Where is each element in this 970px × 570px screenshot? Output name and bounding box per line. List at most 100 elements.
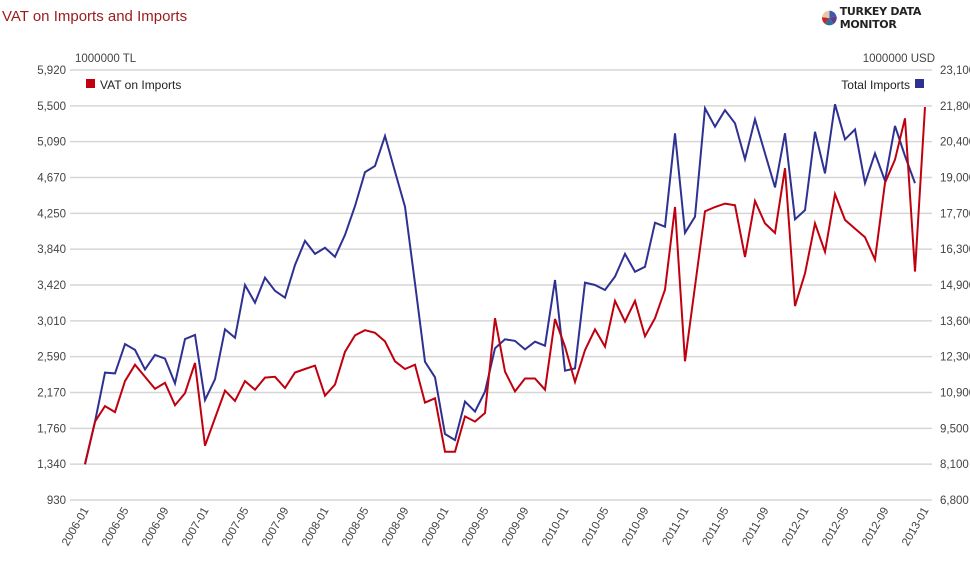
imports-point[interactable] [373, 164, 377, 168]
vat-point[interactable] [93, 420, 97, 424]
imports-point[interactable] [803, 208, 807, 212]
imports-point[interactable] [183, 337, 187, 341]
vat-point[interactable] [853, 227, 857, 231]
vat-point[interactable] [813, 221, 817, 225]
vat-point[interactable] [493, 316, 497, 320]
imports-point[interactable] [743, 157, 747, 161]
vat-point[interactable] [143, 375, 147, 379]
imports-point[interactable] [263, 276, 267, 280]
imports-point[interactable] [793, 217, 797, 221]
vat-point[interactable] [753, 199, 757, 203]
vat-point[interactable] [703, 209, 707, 213]
imports-point[interactable] [393, 170, 397, 174]
vat-point[interactable] [893, 158, 897, 162]
vat-point[interactable] [243, 379, 247, 383]
imports-point[interactable] [233, 336, 237, 340]
imports-point[interactable] [753, 117, 757, 121]
vat-point[interactable] [733, 203, 737, 207]
vat-point[interactable] [613, 299, 617, 303]
imports-point[interactable] [593, 283, 597, 287]
vat-point[interactable] [883, 181, 887, 185]
vat-point[interactable] [623, 320, 627, 324]
vat-point[interactable] [193, 361, 197, 365]
vat-point[interactable] [503, 370, 507, 374]
vat-point[interactable] [583, 348, 587, 352]
vat-point[interactable] [473, 420, 477, 424]
vat-point[interactable] [373, 331, 377, 335]
imports-point[interactable] [333, 255, 337, 259]
vat-point[interactable] [653, 316, 657, 320]
vat-point[interactable] [913, 270, 917, 274]
vat-point[interactable] [783, 166, 787, 170]
imports-point[interactable] [173, 381, 177, 385]
vat-point[interactable] [313, 364, 317, 368]
legend-imports[interactable]: Total Imports [841, 78, 924, 92]
imports-point[interactable] [613, 275, 617, 279]
vat-point[interactable] [363, 328, 367, 332]
imports-point[interactable] [153, 353, 157, 357]
vat-point[interactable] [563, 345, 567, 349]
imports-point[interactable] [243, 283, 247, 287]
imports-point[interactable] [563, 369, 567, 373]
imports-point[interactable] [703, 106, 707, 110]
vat-point[interactable] [303, 367, 307, 371]
imports-point[interactable] [193, 333, 197, 337]
imports-point[interactable] [773, 185, 777, 189]
imports-point[interactable] [353, 204, 357, 208]
imports-point[interactable] [133, 348, 137, 352]
imports-point[interactable] [623, 252, 627, 256]
imports-point[interactable] [433, 375, 437, 379]
imports-point[interactable] [123, 342, 127, 346]
vat-point[interactable] [293, 371, 297, 375]
imports-point[interactable] [103, 371, 107, 375]
vat-point[interactable] [713, 205, 717, 209]
vat-point[interactable] [443, 450, 447, 454]
imports-point[interactable] [843, 137, 847, 141]
imports-point[interactable] [783, 131, 787, 135]
vat-point[interactable] [323, 394, 327, 398]
imports-point[interactable] [633, 270, 637, 274]
vat-point[interactable] [803, 271, 807, 275]
vat-point[interactable] [123, 379, 127, 383]
vat-point[interactable] [683, 359, 687, 363]
imports-point[interactable] [513, 339, 517, 343]
vat-point[interactable] [393, 359, 397, 363]
vat-point[interactable] [763, 221, 767, 225]
imports-point[interactable] [733, 121, 737, 125]
vat-point[interactable] [793, 304, 797, 308]
vat-point[interactable] [693, 284, 697, 288]
legend-vat[interactable]: VAT on Imports [86, 78, 181, 92]
vat-point[interactable] [673, 205, 677, 209]
vat-point[interactable] [573, 380, 577, 384]
imports-point[interactable] [913, 181, 917, 185]
imports-point[interactable] [223, 327, 227, 331]
imports-point[interactable] [323, 246, 327, 250]
imports-point[interactable] [683, 231, 687, 235]
vat-point[interactable] [523, 377, 527, 381]
vat-point[interactable] [423, 401, 427, 405]
imports-point[interactable] [403, 205, 407, 209]
vat-point[interactable] [103, 404, 107, 408]
vat-point[interactable] [163, 381, 167, 385]
imports-point[interactable] [413, 281, 417, 285]
imports-point[interactable] [713, 125, 717, 129]
vat-point[interactable] [823, 250, 827, 254]
imports-point[interactable] [653, 221, 657, 225]
imports-point[interactable] [343, 233, 347, 237]
vat-point[interactable] [633, 299, 637, 303]
vat-point[interactable] [643, 334, 647, 338]
imports-point[interactable] [523, 347, 527, 351]
vat-point[interactable] [463, 414, 467, 418]
vat-point[interactable] [843, 218, 847, 222]
imports-point[interactable] [723, 108, 727, 112]
imports-point[interactable] [293, 263, 297, 267]
imports-point[interactable] [443, 432, 447, 436]
imports-point[interactable] [543, 344, 547, 348]
vat-point[interactable] [773, 231, 777, 235]
vat-point[interactable] [723, 202, 727, 206]
imports-point[interactable] [143, 367, 147, 371]
imports-point[interactable] [583, 281, 587, 285]
imports-point[interactable] [853, 127, 857, 131]
imports-point[interactable] [603, 288, 607, 292]
imports-point[interactable] [473, 410, 477, 414]
